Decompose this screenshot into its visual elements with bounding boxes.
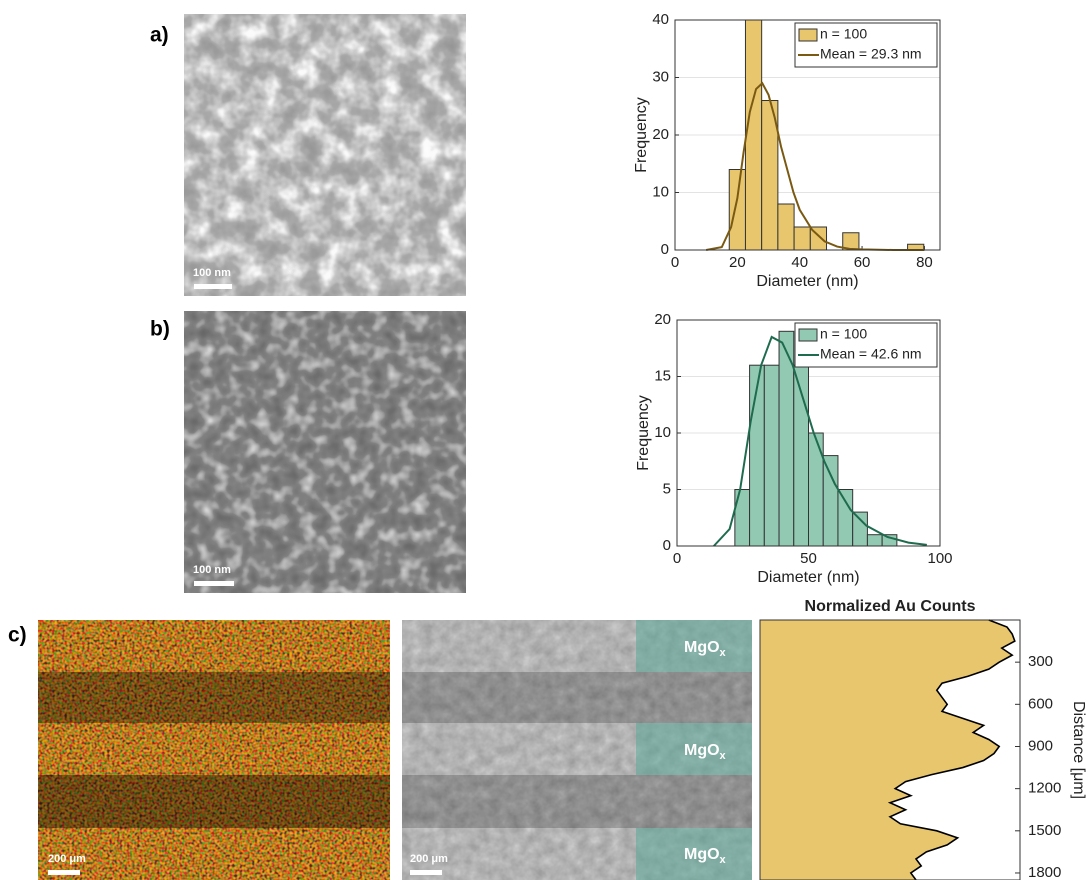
overlay-label: MgOx <box>684 639 727 659</box>
x-tick-label: 40 <box>791 254 808 271</box>
fit-line <box>713 335 927 547</box>
mgo-stripe <box>636 828 752 880</box>
y-axis-label: Frequency <box>635 395 652 471</box>
band <box>38 672 390 723</box>
bar <box>777 203 795 251</box>
band <box>38 775 390 828</box>
overlay-text: MgO <box>684 846 720 863</box>
y-axis-label: Frequency <box>633 97 650 173</box>
y-tick-label: 5 <box>663 480 671 497</box>
y-axis-label: Distance [μm] <box>1070 701 1087 799</box>
scale-bar <box>194 284 232 289</box>
scale-bar-label: 200 μm <box>410 853 448 865</box>
sem-image <box>184 311 466 593</box>
scale-bar <box>48 870 80 875</box>
overlay-sub: x <box>720 647 727 659</box>
y-tick-label: 10 <box>654 424 671 441</box>
scale-bar-label: 100 nm <box>193 564 231 576</box>
overlay-sub: x <box>720 854 727 866</box>
profile-line <box>887 619 1016 880</box>
bar <box>728 169 746 251</box>
overlay-text: MgO <box>684 742 720 759</box>
y-tick-label: 0 <box>661 241 669 258</box>
y-tick-label: 0 <box>663 537 671 554</box>
y-tick-label: 300 <box>1028 653 1053 670</box>
x-axis-label: Diameter (nm) <box>757 569 859 586</box>
x-tick-label: 0 <box>671 254 679 271</box>
bar <box>793 226 811 251</box>
x-tick-label: 50 <box>800 550 817 567</box>
legend-label: n = 100 <box>820 326 867 342</box>
eds-map <box>38 620 390 880</box>
axes-frame <box>674 19 941 251</box>
legend-label: n = 100 <box>820 26 867 42</box>
axes-frame <box>676 319 941 547</box>
y-tick-label: 20 <box>654 311 671 328</box>
legend-box <box>794 322 938 368</box>
overlay-label: MgOx <box>684 742 727 762</box>
legend-swatch <box>798 28 818 42</box>
scale-bar <box>410 870 442 875</box>
fit-line <box>705 81 925 251</box>
x-tick-label: 0 <box>673 550 681 567</box>
bar <box>763 364 780 547</box>
legend-box <box>794 22 938 68</box>
band <box>402 672 752 723</box>
y-tick-label: 20 <box>652 126 669 143</box>
legend-label: Mean = 29.3 nm <box>820 46 922 62</box>
band <box>402 775 752 828</box>
y-tick-label: 900 <box>1028 737 1053 754</box>
y-tick-label: 15 <box>654 367 671 384</box>
x-tick-label: 100 <box>927 550 952 567</box>
mgo-stripe <box>636 723 752 775</box>
x-tick-label: 20 <box>729 254 746 271</box>
area-fill <box>760 620 1015 880</box>
y-tick-label: 1500 <box>1028 822 1061 839</box>
overlay-label: MgOx <box>684 846 727 866</box>
bar <box>837 489 854 547</box>
chart-title: Normalized Au Counts <box>805 598 976 615</box>
scale-bar <box>194 581 234 586</box>
y-tick-label: 1800 <box>1028 864 1061 880</box>
y-tick-label: 1200 <box>1028 780 1061 797</box>
scale-bar-label: 200 μm <box>48 853 86 865</box>
axes-frame <box>759 619 1021 880</box>
y-tick-label: 600 <box>1028 695 1053 712</box>
overlay-text: MgO <box>684 639 720 656</box>
scale-bar-label: 100 nm <box>193 267 231 279</box>
panel-label: a) <box>150 24 169 47</box>
panel-label: c) <box>8 624 27 647</box>
y-tick-label: 30 <box>652 68 669 85</box>
x-tick-label: 80 <box>916 254 933 271</box>
mgo-stripe <box>636 620 752 672</box>
bar <box>852 511 868 547</box>
bar <box>866 534 883 547</box>
panel-label: b) <box>150 318 170 341</box>
y-tick-label: 10 <box>652 183 669 200</box>
bar <box>822 455 839 547</box>
sem-image <box>184 14 466 296</box>
y-tick-label: 40 <box>652 11 669 28</box>
x-axis-label: Diameter (nm) <box>756 273 858 290</box>
bar <box>744 19 763 251</box>
x-tick-label: 60 <box>854 254 871 271</box>
overlay-sub: x <box>720 750 727 762</box>
legend-label: Mean = 42.6 nm <box>820 346 922 362</box>
legend-swatch <box>798 328 818 342</box>
